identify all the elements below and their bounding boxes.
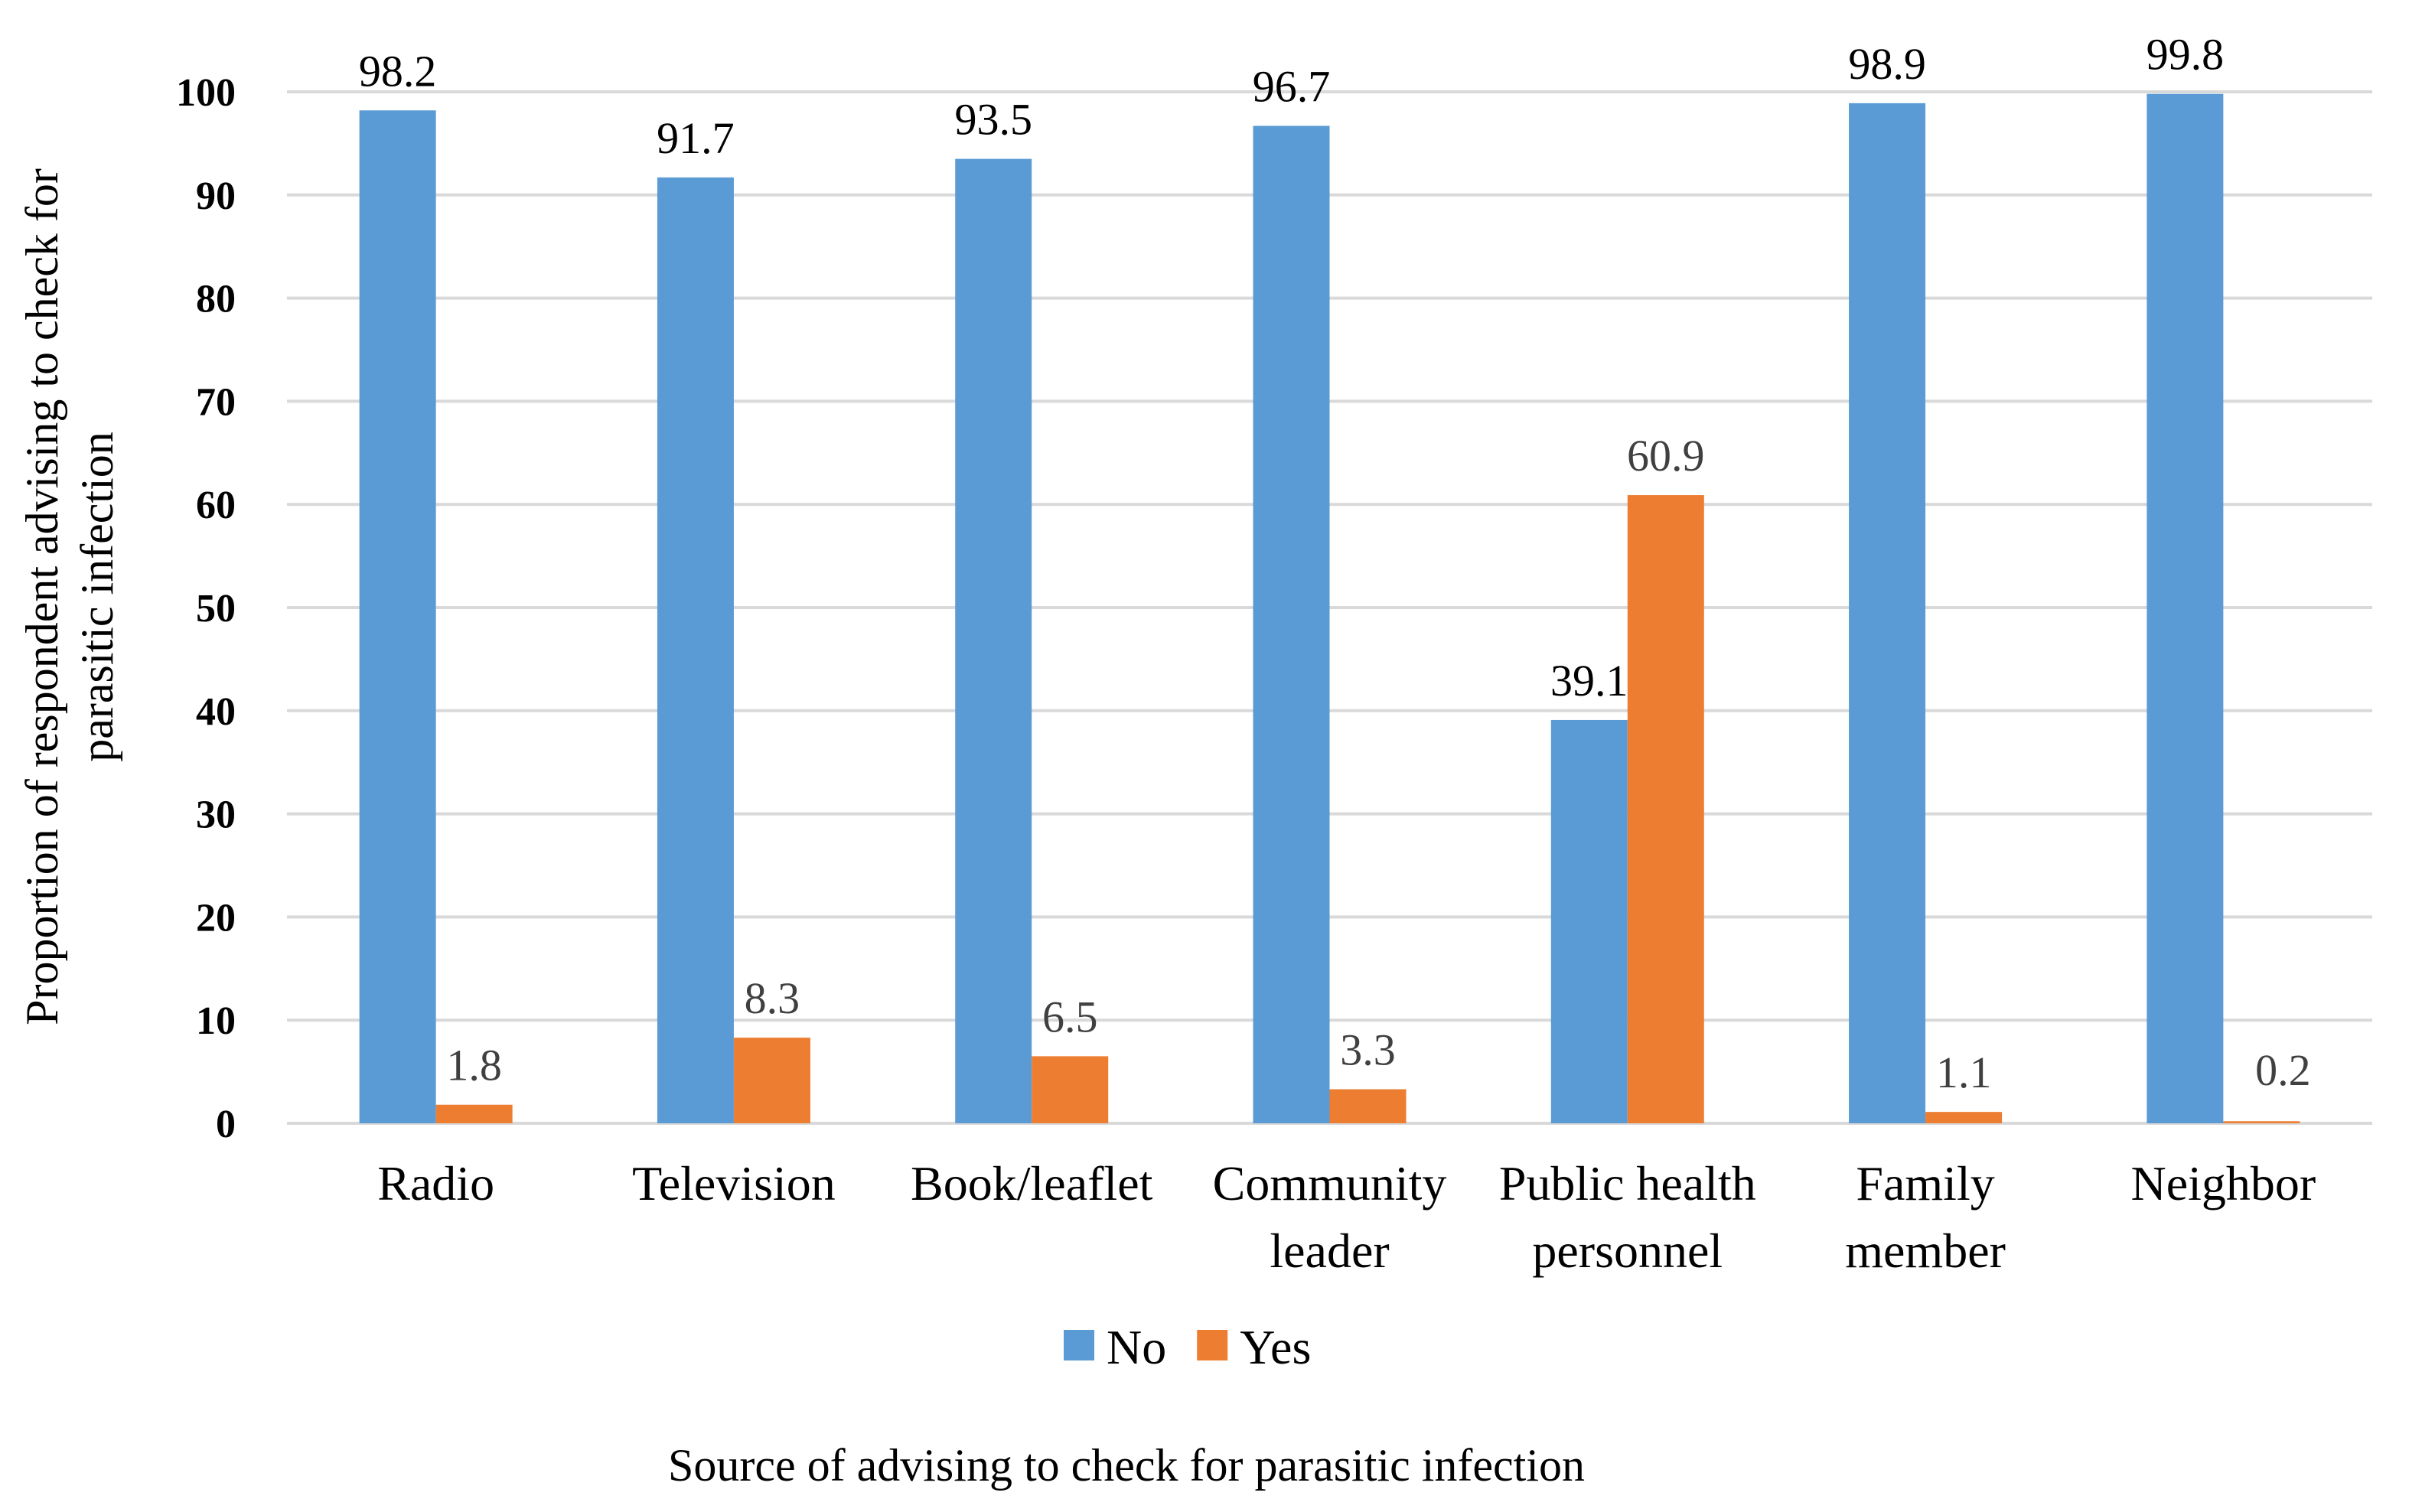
bar-no [1253, 125, 1330, 1123]
data-label-yes: 3.3 [1340, 1025, 1396, 1075]
y-axis-title-line: Proportion of respondent advising to che… [17, 168, 67, 1025]
y-tick-label: 20 [196, 896, 236, 940]
legend-swatch-no [1064, 1330, 1094, 1360]
x-tick-label-line: member [1845, 1224, 2006, 1278]
bar-no [955, 158, 1032, 1123]
x-tick-label-line: Family [1856, 1156, 1994, 1211]
legend-label-no: No [1107, 1320, 1166, 1374]
y-tick-label: 0 [216, 1103, 236, 1146]
bar-no [359, 110, 436, 1123]
x-tick-label: Family member [1845, 1156, 2006, 1278]
bar-yes [1925, 1112, 2003, 1123]
data-label-yes: 1.1 [1936, 1048, 1992, 1097]
bar-yes [435, 1104, 513, 1123]
x-tick-label-line: Television [632, 1156, 836, 1211]
data-label-no: 98.9 [1848, 39, 1926, 89]
y-axis-title-line: parasitic infection [72, 432, 122, 761]
x-tick-label-line: Book/leaflet [911, 1156, 1153, 1211]
y-axis-title: Proportion of respondent advising to che… [17, 168, 122, 1025]
legend-swatch-yes [1197, 1330, 1228, 1360]
x-tick-label-line: Public health [1499, 1156, 1756, 1211]
y-tick-label: 30 [196, 793, 236, 837]
x-tick-label-line: leader [1270, 1224, 1389, 1278]
y-axis-ticks: 0 10 20 30 40 50 60 70 80 90 100 [176, 71, 236, 1146]
bar-no [1849, 103, 1926, 1123]
y-tick-label: 10 [196, 999, 236, 1043]
bar-no [2147, 93, 2224, 1123]
x-axis-title: Source of advising to check for parasiti… [668, 1440, 1585, 1491]
data-labels: 98.2 1.8 91.7 8.3 93.5 6.5 96.7 3.3 39.1 60.9 98.9… [359, 30, 2311, 1097]
data-label-no: 99.8 [2147, 30, 2225, 80]
legend: No Yes [1064, 1320, 1311, 1374]
data-label-no: 39.1 [1550, 656, 1628, 705]
y-tick-label: 60 [196, 484, 236, 527]
bars [359, 93, 2300, 1123]
bar-yes [1329, 1089, 1407, 1123]
data-label-yes: 6.5 [1042, 992, 1098, 1041]
x-tick-label-line: personnel [1532, 1224, 1723, 1278]
data-label-no: 96.7 [1253, 61, 1331, 111]
x-tick-label: Radio [377, 1156, 494, 1211]
bar-no [657, 177, 734, 1123]
bar-yes [733, 1038, 810, 1123]
y-tick-label: 80 [196, 278, 236, 321]
data-label-yes: 60.9 [1627, 431, 1705, 481]
x-tick-label: Television [632, 1156, 836, 1211]
x-tick-label: Community leader [1213, 1156, 1447, 1278]
x-tick-label-line: Community [1213, 1156, 1447, 1211]
x-tick-label-line: Radio [377, 1156, 494, 1211]
x-tick-label: Public health personnel [1499, 1156, 1756, 1278]
x-tick-label: Book/leaflet [911, 1156, 1153, 1211]
data-label-yes: 0.2 [2255, 1045, 2311, 1095]
x-axis-ticks: Radio Television Book/leaflet Community lead… [377, 1156, 2316, 1278]
y-tick-label: 100 [176, 71, 236, 115]
y-axis-title-text: Proportion of respondent advising to che… [17, 168, 122, 1025]
x-tick-label: Neighbor [2130, 1156, 2316, 1211]
bar-yes [2223, 1121, 2300, 1123]
data-label-yes: 8.3 [745, 973, 800, 1023]
data-label-no: 91.7 [657, 113, 735, 163]
data-label-no: 93.5 [954, 95, 1032, 145]
bar-no [1550, 719, 1628, 1123]
y-tick-label: 70 [196, 380, 236, 424]
bar-yes [1627, 495, 1704, 1123]
bar-yes [1032, 1056, 1109, 1123]
legend-label-yes: Yes [1240, 1320, 1311, 1374]
y-tick-label: 40 [196, 690, 236, 734]
data-label-no: 98.2 [359, 46, 437, 96]
x-tick-label-line: Neighbor [2130, 1156, 2316, 1211]
y-tick-label: 50 [196, 587, 236, 631]
data-label-yes: 1.8 [446, 1041, 502, 1090]
y-tick-label: 90 [196, 174, 236, 218]
